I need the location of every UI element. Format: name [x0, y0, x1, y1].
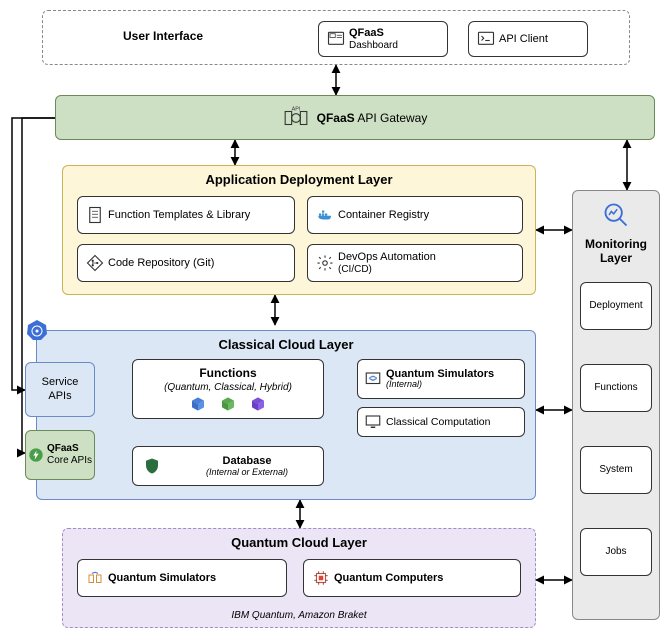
quantum-title: Quantum Cloud Layer: [63, 535, 535, 550]
core-apis-l2: Core APIs: [47, 455, 92, 467]
quantum-cloud-layer: Quantum Cloud Layer Quantum Simulators Q…: [62, 528, 536, 628]
monitoring-item-jobs: Jobs: [580, 528, 652, 576]
simulator-icon: [364, 370, 382, 388]
cube-green-icon: [220, 396, 236, 412]
dashboard-icon: [327, 30, 345, 48]
functions-title: Functions: [199, 366, 256, 380]
api-client-label: API Client: [499, 33, 548, 45]
providers-label: IBM Quantum, Amazon Braket: [63, 610, 535, 621]
gear-icon: [316, 254, 334, 272]
flash-icon: [28, 447, 44, 463]
container-label: Container Registry: [338, 209, 429, 221]
service-apis-l1: Service: [42, 376, 79, 389]
q-sim-label: Quantum Simulators: [108, 572, 216, 584]
dashboard-bold: QFaaS: [349, 27, 398, 39]
db-sub: (Internal or External): [171, 467, 323, 477]
gateway-bold: QFaaS: [317, 111, 355, 125]
quantum-simulators-box: Quantum Simulators: [77, 559, 287, 597]
monitoring-t2: Layer: [585, 251, 647, 265]
monitoring-t1: Monitoring: [585, 237, 647, 251]
functions-sub: (Quantum, Classical, Hybrid): [164, 382, 292, 393]
core-apis-box: QFaaS Core APIs: [25, 430, 95, 480]
cube-blue-icon: [190, 396, 206, 412]
code-repository-box: Code Repository (Git): [77, 244, 295, 282]
app-deployment-layer: Application Deployment Layer Function Te…: [62, 165, 536, 295]
devops-line2: (CI/CD): [338, 264, 436, 275]
cloud-sim-icon: [86, 569, 104, 587]
api-gateway-layer: API QFaaS API Gateway: [55, 95, 655, 140]
monitoring-icon: [602, 201, 630, 229]
devops-box: DevOps Automation (CI/CD): [307, 244, 523, 282]
chip-icon: [312, 569, 330, 587]
api-gateway-icon: API: [283, 105, 309, 131]
user-interface-layer: User Interface QFaaS Dashboard API Clien…: [42, 10, 630, 65]
git-icon: [86, 254, 104, 272]
quantum-computers-box: Quantum Computers: [303, 559, 521, 597]
api-client-box: API Client: [468, 21, 588, 57]
docker-icon: [316, 206, 334, 224]
dashboard-sub: Dashboard: [349, 40, 398, 51]
shield-icon: [143, 457, 161, 475]
monitoring-item-deployment: Deployment: [580, 282, 652, 330]
db-title: Database: [171, 455, 323, 467]
function-templates-box: Function Templates & Library: [77, 196, 295, 234]
classical-comp-label: Classical Computation: [386, 416, 490, 428]
classical-cloud-layer: Classical Cloud Layer Functions (Quantum…: [36, 330, 536, 500]
gateway-rest: API Gateway: [355, 111, 428, 125]
classical-computation-box: Classical Computation: [357, 407, 525, 437]
quantum-simulators-internal-box: Quantum Simulators (Internal): [357, 359, 525, 399]
templates-label: Function Templates & Library: [108, 209, 250, 221]
app-layer-title: Application Deployment Layer: [63, 172, 535, 187]
devops-line1: DevOps Automation: [338, 251, 436, 263]
qfaas-dashboard-box: QFaaS Dashboard: [318, 21, 448, 57]
git-label: Code Repository (Git): [108, 257, 214, 269]
classical-title: Classical Cloud Layer: [37, 337, 535, 352]
database-box: Database (Internal or External): [132, 446, 324, 486]
container-registry-box: Container Registry: [307, 196, 523, 234]
service-apis-box: Service APIs: [25, 362, 95, 417]
monitoring-item-system: System: [580, 446, 652, 494]
service-apis-l2: APIs: [42, 390, 79, 403]
monitoring-item-functions: Functions: [580, 364, 652, 412]
functions-box: Functions (Quantum, Classical, Hybrid): [132, 359, 324, 419]
svg-text:API: API: [291, 106, 300, 112]
terminal-icon: [477, 30, 495, 48]
ui-title: User Interface: [123, 29, 203, 43]
computer-icon: [364, 413, 382, 431]
sim-sub: (Internal): [386, 380, 494, 390]
document-icon: [86, 206, 104, 224]
core-apis-bold: QFaaS: [47, 443, 92, 455]
monitoring-layer: Monitoring Layer Deployment Functions Sy…: [572, 190, 660, 620]
kubernetes-icon: [25, 318, 49, 342]
q-comp-label: Quantum Computers: [334, 572, 443, 584]
cube-purple-icon: [250, 396, 266, 412]
